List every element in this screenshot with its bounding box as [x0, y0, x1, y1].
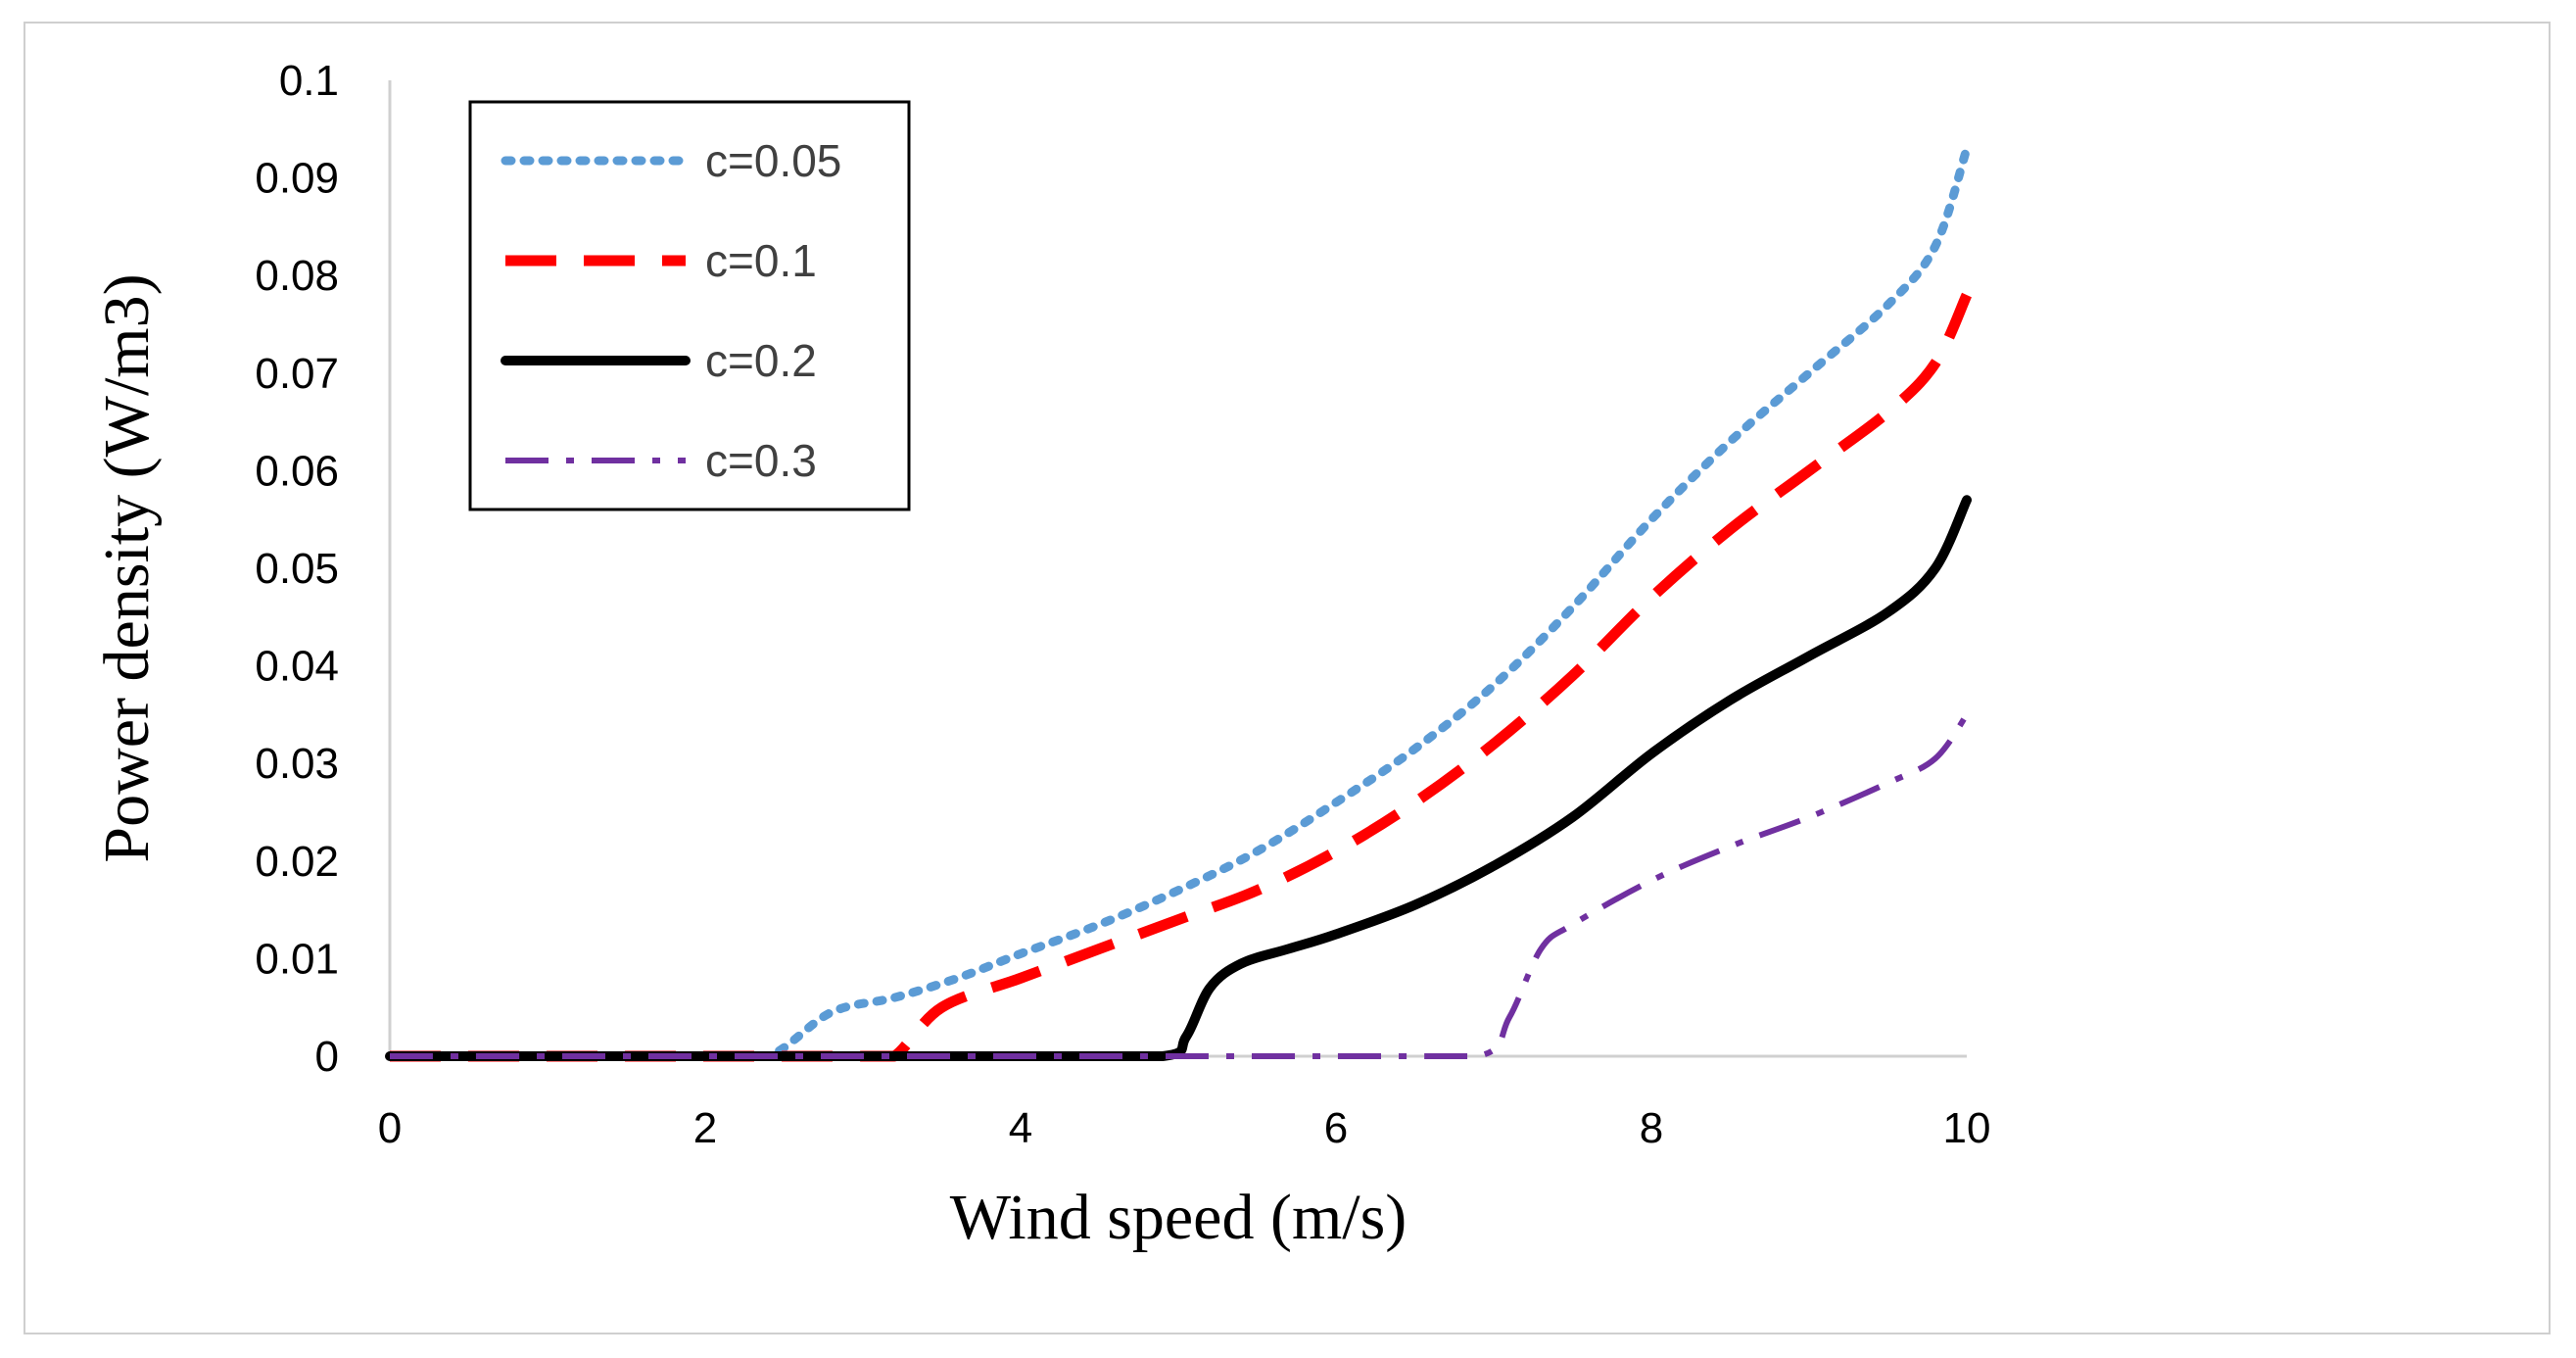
legend-label: c=0.05 — [705, 135, 841, 186]
y-tick-label: 0.1 — [279, 57, 339, 105]
legend-box — [468, 100, 911, 511]
legend-label: c=0.3 — [705, 435, 817, 486]
x-axis-title: Wind speed (m/s) — [950, 1182, 1407, 1253]
x-tick-label: 6 — [1324, 1104, 1348, 1152]
x-tick-label: 10 — [1943, 1104, 1991, 1152]
y-tick-label: 0.08 — [255, 252, 339, 300]
y-tick-label: 0.07 — [255, 350, 339, 398]
series-lines — [385, 144, 1973, 1062]
y-tick-label: 0.04 — [255, 643, 339, 691]
y-tick-label: 0.03 — [255, 740, 339, 788]
line-chart: 0 0.01 0.02 0.03 0.04 0.05 0.06 0.07 0.08 0.09 0.1… — [91, 57, 1990, 1253]
y-tick-label: 0.05 — [255, 545, 339, 593]
x-tick-label: 0 — [378, 1104, 402, 1152]
legend-label: c=0.2 — [705, 335, 817, 386]
x-tick-label: 8 — [1640, 1104, 1663, 1152]
y-tick-label: 0.01 — [255, 935, 339, 983]
tick-labels: 0 0.01 0.02 0.03 0.04 0.05 0.06 0.07 0.08 0.09 0.1… — [255, 57, 1990, 1152]
figure-frame: 0 0.01 0.02 0.03 0.04 0.05 0.06 0.07 0.08 0.09 0.1… — [24, 22, 2551, 1334]
x-tick-label: 2 — [693, 1104, 717, 1152]
legend: c=0.05 c=0.1 c=0.2 c=0.3 — [468, 100, 911, 511]
y-tick-label: 0.06 — [255, 447, 339, 495]
legend-label: c=0.1 — [705, 235, 817, 286]
series-line-c-0-2 — [385, 495, 1972, 1061]
x-tick-label: 4 — [1009, 1104, 1032, 1152]
y-tick-label: 0 — [315, 1033, 339, 1081]
y-tick-label: 0.02 — [255, 838, 339, 886]
y-tick-label: 0.09 — [255, 155, 339, 203]
series-line-c-0-3 — [390, 712, 1970, 1059]
y-axis-title: Power density (W/m3) — [91, 273, 163, 862]
